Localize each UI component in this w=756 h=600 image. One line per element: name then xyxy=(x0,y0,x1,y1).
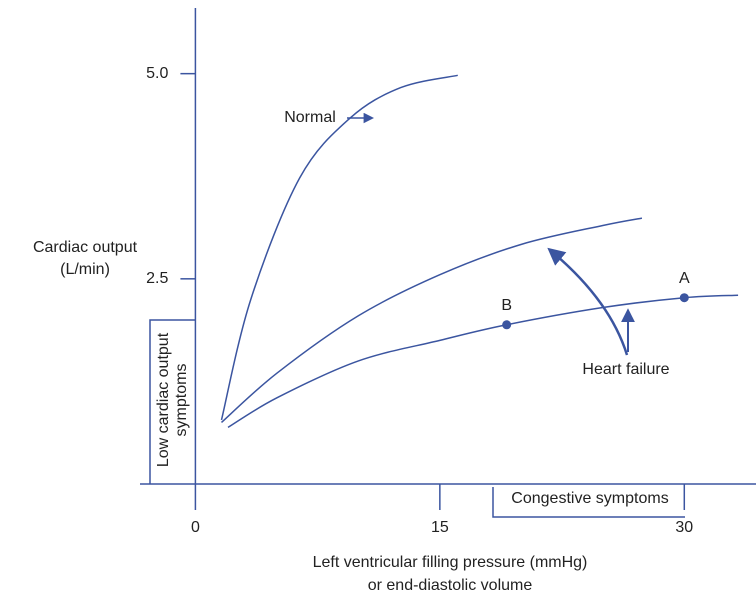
annotation: Heart failure xyxy=(582,361,669,378)
bracket xyxy=(492,487,685,518)
curve xyxy=(220,217,643,424)
x-tick-label: 15 xyxy=(431,519,449,536)
point-label: B xyxy=(501,297,512,314)
point xyxy=(502,320,512,330)
y-tick-label: 2.5 xyxy=(146,270,168,287)
curve xyxy=(227,294,739,429)
series-label: Normal xyxy=(284,109,336,126)
annotation: Congestive symptoms xyxy=(511,490,668,507)
annotation: symptoms xyxy=(173,364,190,437)
x-tick-label: 30 xyxy=(675,519,693,536)
curve xyxy=(220,74,458,421)
x-axis-title: or end-diastolic volume xyxy=(368,577,533,594)
y-tick-label: 5.0 xyxy=(146,65,168,82)
point xyxy=(679,293,689,303)
x-axis-title: Left ventricular filling pressure (mmHg) xyxy=(313,554,588,571)
arrow xyxy=(547,247,629,356)
point-label: A xyxy=(679,270,690,287)
annotation: Low cardiac output xyxy=(155,332,172,467)
y-axis-title: Cardiac output xyxy=(33,239,138,256)
bracket xyxy=(149,319,195,484)
y-axis-title: (L/min) xyxy=(60,261,110,278)
x-tick-label: 0 xyxy=(191,519,200,536)
